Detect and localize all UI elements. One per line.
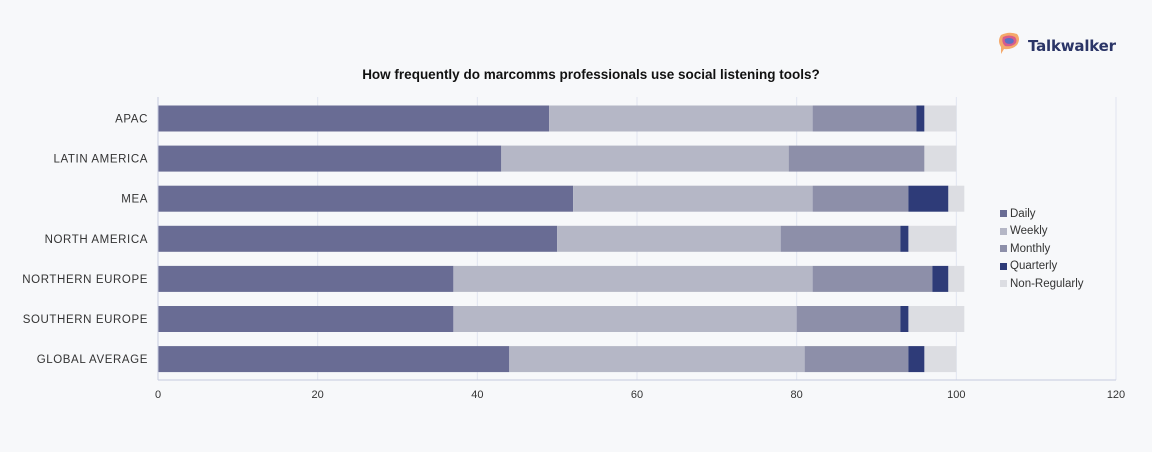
bar-segment <box>908 185 949 212</box>
bar-segment <box>908 346 925 373</box>
legend-label: Monthly <box>1010 242 1051 255</box>
bar-segment <box>557 225 781 252</box>
y-category-label: NORTHERN EUROPE <box>22 274 148 286</box>
axes: 0 20 40 60 80 100 120 APAC LATIN AMERICA MEA NORTH… <box>22 97 1125 401</box>
y-category-label: APAC <box>115 114 148 126</box>
bar-segment <box>924 105 957 132</box>
bar-segment <box>908 225 957 252</box>
brand: Talkwalker <box>996 30 1116 61</box>
legend-item: Non-Regularly <box>1000 275 1084 293</box>
y-category-label: GLOBAL AVERAGE <box>37 354 148 366</box>
talkwalker-logo-icon <box>996 30 1022 61</box>
bar-segment <box>158 105 550 132</box>
bar-segment <box>501 145 789 172</box>
bar-segment <box>158 145 502 172</box>
legend-swatch <box>1000 245 1007 253</box>
legend-label: Non-Regularly <box>1010 277 1084 290</box>
bar-segment <box>924 145 957 172</box>
y-category-label: NORTH AMERICA <box>45 234 148 246</box>
x-tick-label: 40 <box>471 389 483 401</box>
y-category-label: MEA <box>121 194 148 206</box>
y-category-label: LATIN AMERICA <box>54 154 149 166</box>
bar-segment <box>916 105 925 132</box>
bar-segment <box>158 225 558 252</box>
bar-segment <box>788 145 925 172</box>
bar-segment <box>900 306 909 332</box>
brand-name: Talkwalker <box>1028 36 1116 55</box>
legend-label: Weekly <box>1010 225 1048 238</box>
bar-segment <box>549 105 813 132</box>
legend-swatch <box>1000 280 1007 288</box>
bar-segment <box>509 346 805 373</box>
bar-segment <box>780 225 901 252</box>
bar-segment <box>796 306 901 332</box>
x-tick-label: 80 <box>791 389 803 401</box>
bars <box>158 105 965 373</box>
bar-segment <box>924 346 957 373</box>
bar-segment <box>573 185 813 212</box>
y-category-label: SOUTHERN EUROPE <box>23 314 148 326</box>
bar-segment <box>804 346 909 373</box>
legend-item: Monthly <box>1000 240 1084 258</box>
bar-segment <box>908 306 965 332</box>
legend-swatch <box>1000 210 1007 218</box>
legend-item: Daily <box>1000 205 1084 223</box>
chart-title: How frequently do marcomms professionals… <box>362 67 820 82</box>
legend: Daily Weekly Monthly Quarterly Non-Regularly <box>1000 205 1084 293</box>
bar-segment <box>932 265 949 292</box>
legend-swatch <box>1000 227 1007 235</box>
legend-swatch <box>1000 262 1007 270</box>
x-tick-label: 20 <box>312 389 324 401</box>
legend-item: Weekly <box>1000 223 1084 241</box>
x-tick-label: 60 <box>631 389 643 401</box>
bar-segment <box>158 185 574 212</box>
bar-segment <box>158 306 454 332</box>
bar-segment <box>158 346 510 373</box>
bar-segment <box>453 306 797 332</box>
bar-segment <box>900 225 909 252</box>
legend-label: Daily <box>1010 207 1036 220</box>
bar-segment <box>812 185 909 212</box>
bar-segment <box>948 185 965 212</box>
bar-segment <box>812 265 933 292</box>
x-tick-label: 120 <box>1107 389 1125 401</box>
legend-label: Quarterly <box>1010 260 1058 273</box>
bar-segment <box>453 265 813 292</box>
legend-item: Quarterly <box>1000 258 1084 276</box>
x-tick-label: 0 <box>155 389 161 401</box>
bar-segment <box>158 265 454 292</box>
bar-segment <box>812 105 917 132</box>
x-tick-label: 100 <box>947 389 965 401</box>
bar-segment <box>948 265 965 292</box>
